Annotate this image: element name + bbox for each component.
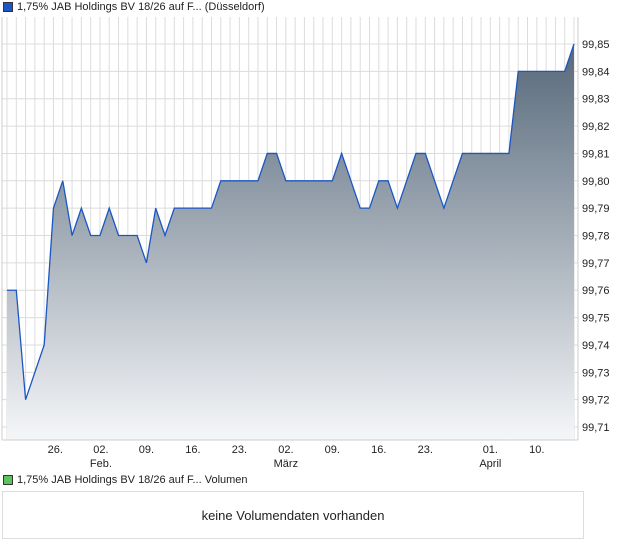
x-tick-month: März <box>274 458 298 470</box>
y-tick-label: 99,73 <box>582 367 610 379</box>
y-tick-label: 99,80 <box>582 176 610 188</box>
y-tick-label: 99,74 <box>582 340 610 352</box>
x-tick-month: Feb. <box>90 458 112 470</box>
x-tick-label: 26. <box>48 444 63 456</box>
volume-legend: 1,75% JAB Holdings BV 18/26 auf F... Vol… <box>3 474 248 486</box>
x-tick-label: 02. <box>278 444 293 456</box>
x-tick-label: 16. <box>371 444 386 456</box>
y-tick-label: 99,75 <box>582 313 610 325</box>
no-volume-message: keine Volumendaten vorhanden <box>201 508 385 523</box>
x-tick-label: 02. <box>93 444 108 456</box>
y-tick-label: 99,78 <box>582 231 610 243</box>
price-chart: 99,71 99,72 99,73 99,74 99,75 99,76 99,77 99,78… <box>1 17 610 470</box>
x-tick-month: April <box>479 458 501 470</box>
y-tick-label: 99,84 <box>582 66 610 78</box>
price-legend-label: 1,75% JAB Holdings BV 18/26 auf F... (Dü… <box>17 1 265 13</box>
price-area <box>7 44 574 440</box>
x-tick-label: 09. <box>139 444 154 456</box>
y-tick-label: 99,79 <box>582 203 610 215</box>
x-tick-label: 23. <box>418 444 433 456</box>
x-tick-label: 10. <box>529 444 544 456</box>
price-legend: 1,75% JAB Holdings BV 18/26 auf F... (Dü… <box>3 1 265 13</box>
y-tick-label: 99,83 <box>582 94 610 106</box>
y-tick-label: 99,76 <box>582 285 610 297</box>
y-tick-label: 99,71 <box>582 422 610 434</box>
price-legend-swatch <box>3 2 13 12</box>
volume-panel: keine Volumendaten vorhanden <box>2 491 584 539</box>
x-tick-label: 23. <box>232 444 247 456</box>
x-tick-label: 16. <box>185 444 200 456</box>
y-tick-label: 99,81 <box>582 148 610 160</box>
price-line <box>7 43 575 400</box>
y-tick-label: 99,72 <box>582 395 610 407</box>
y-tick-label: 99,85 <box>582 39 610 51</box>
x-tick-label: 09. <box>325 444 340 456</box>
y-tick-label: 99,77 <box>582 258 610 270</box>
x-tick-label: 01. <box>483 444 498 456</box>
volume-legend-swatch <box>3 475 13 485</box>
y-tick-label: 99,82 <box>582 121 610 133</box>
volume-legend-label: 1,75% JAB Holdings BV 18/26 auf F... Vol… <box>17 474 248 486</box>
